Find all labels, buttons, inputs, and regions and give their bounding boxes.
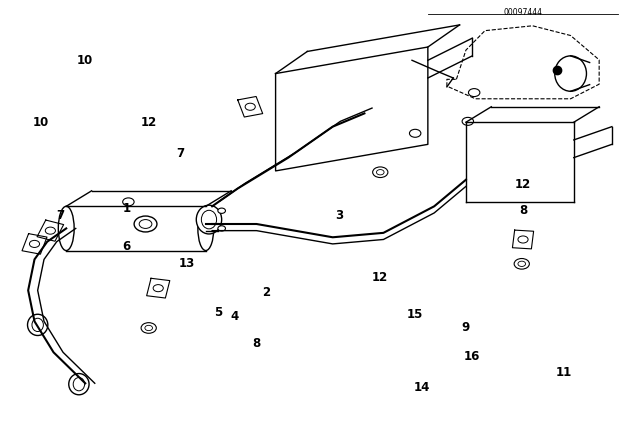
Circle shape [123,198,134,206]
Ellipse shape [555,56,586,91]
Ellipse shape [73,378,84,391]
Text: 7: 7 [177,146,184,159]
Circle shape [410,129,421,137]
Text: 9: 9 [462,322,470,335]
Text: 6: 6 [122,240,131,253]
Circle shape [468,89,480,97]
Circle shape [514,258,529,269]
Text: 7: 7 [56,209,64,222]
Text: 3: 3 [335,209,343,222]
Text: 13: 13 [179,257,195,270]
Ellipse shape [196,205,221,234]
Text: 4: 4 [230,310,239,323]
Circle shape [218,208,225,213]
Ellipse shape [68,374,89,395]
Circle shape [218,226,225,231]
Circle shape [153,284,163,292]
Ellipse shape [58,206,74,250]
Text: 8: 8 [519,204,527,217]
Ellipse shape [32,318,44,332]
Circle shape [134,216,157,232]
Text: 5: 5 [214,306,223,319]
Circle shape [29,241,40,247]
Circle shape [245,103,255,110]
Text: 14: 14 [413,381,429,394]
Circle shape [376,170,384,175]
Circle shape [518,236,528,243]
Circle shape [462,117,474,125]
Ellipse shape [202,210,216,229]
Circle shape [372,167,388,177]
Text: 12: 12 [372,271,388,284]
Text: 12: 12 [141,116,157,129]
Text: 10: 10 [77,54,93,67]
Circle shape [518,261,525,267]
Text: 8: 8 [252,337,260,350]
Ellipse shape [198,206,214,250]
Ellipse shape [28,314,48,336]
Text: 15: 15 [407,308,423,321]
Text: 10: 10 [33,116,49,129]
Text: 12: 12 [515,178,531,191]
Circle shape [145,325,152,331]
Text: 16: 16 [464,350,481,363]
Text: 1: 1 [122,202,131,215]
Circle shape [45,227,56,234]
Circle shape [139,220,152,228]
Text: 2: 2 [262,286,270,299]
Circle shape [141,323,156,333]
Text: 11: 11 [556,366,572,379]
